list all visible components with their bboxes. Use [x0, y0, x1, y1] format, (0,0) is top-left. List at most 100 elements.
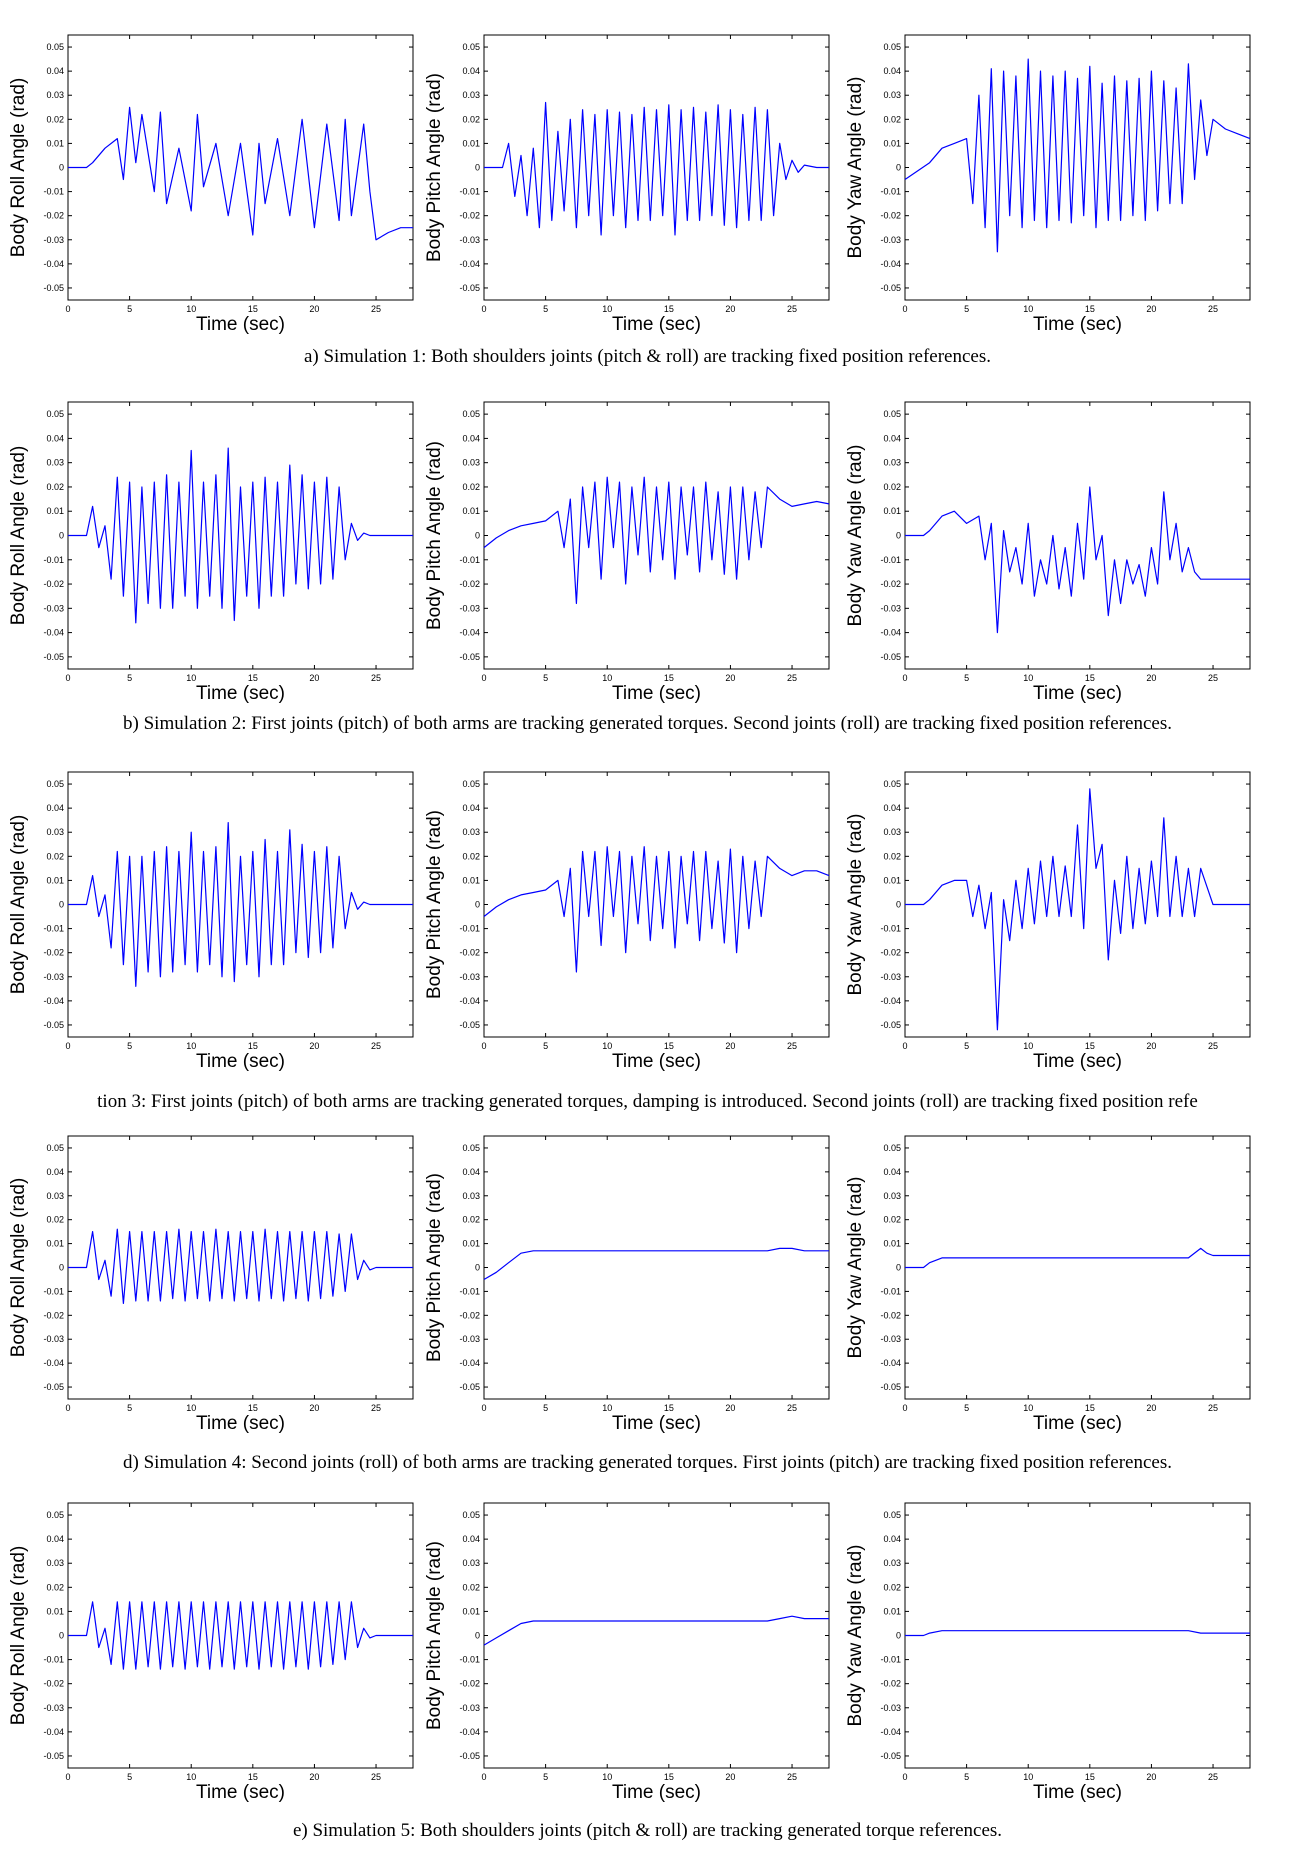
y-tick-label: 0.05 — [462, 1143, 480, 1153]
x-tick-label: 5 — [127, 673, 132, 683]
x-tick-label: 25 — [371, 673, 381, 683]
x-tick-label: 5 — [543, 673, 548, 683]
y-tick-label: 0.03 — [46, 827, 64, 837]
y-tick-label: 0.05 — [883, 1143, 901, 1153]
y-tick-label: -0.04 — [43, 996, 64, 1006]
plot-frame — [904, 1135, 1251, 1400]
y-tick-label: -0.02 — [459, 948, 480, 958]
y-axis-label: Body Pitch Angle (rad) — [424, 1541, 445, 1730]
x-tick-label: 5 — [964, 304, 969, 314]
y-tick-label: -0.02 — [459, 1679, 480, 1689]
y-tick-label: 0.03 — [46, 1558, 64, 1568]
x-tick-label: 0 — [481, 304, 486, 314]
y-tick-label: -0.03 — [880, 972, 901, 982]
x-tick-label: 15 — [664, 1041, 674, 1051]
y-tick-label: 0.03 — [46, 90, 64, 100]
y-tick-label: 0.04 — [883, 1167, 901, 1177]
y-tick-label: -0.03 — [43, 1334, 64, 1344]
series-line — [483, 476, 830, 605]
x-tick-label: 0 — [902, 673, 907, 683]
x-tick-label: 20 — [1146, 1772, 1156, 1782]
plot-frame — [483, 34, 830, 301]
series-line — [483, 1247, 829, 1281]
y-tick-label: 0.02 — [46, 1215, 64, 1225]
x-tick-label: 15 — [248, 673, 258, 683]
y-tick-label: -0.03 — [459, 1703, 480, 1713]
series-line — [905, 1630, 1250, 1637]
y-tick-label: 0.04 — [883, 1534, 901, 1544]
y-tick-label: -0.05 — [459, 1020, 480, 1030]
chart-c-roll: -0.05 -0.04 -0.03 -0.02 -0.01 0 0.01 0.02 0.03 0.… — [8, 771, 414, 1072]
y-tick-label: -0.03 — [459, 235, 480, 245]
y-tick-label: 0.05 — [46, 1510, 64, 1520]
y-tick-label: 0.01 — [462, 1606, 480, 1616]
y-tick-label: -0.02 — [880, 579, 901, 589]
y-tick-label: 0 — [896, 900, 901, 910]
y-tick-label: 0 — [896, 531, 901, 541]
y-tick-label: -0.03 — [880, 603, 901, 613]
y-axis-label: Body Yaw Angle (rad) — [845, 1176, 866, 1358]
y-tick-label: -0.05 — [43, 1751, 64, 1761]
y-tick-label: 0.04 — [46, 803, 64, 813]
y-axis-label: Body Yaw Angle (rad) — [845, 1544, 866, 1726]
chart-e-pitch: -0.05 -0.04 -0.03 -0.02 -0.01 0 0.01 0.02 0.03 0.… — [424, 1502, 830, 1803]
y-tick-label: 0.01 — [46, 1239, 64, 1249]
y-tick-label: 0.03 — [883, 90, 901, 100]
x-tick-label: 5 — [127, 1403, 132, 1413]
x-tick-label: 10 — [1023, 1772, 1033, 1782]
x-axis-label: Time (sec) — [1033, 1051, 1122, 1072]
x-tick-label: 10 — [602, 1772, 612, 1782]
chart-c-yaw: -0.05 -0.04 -0.03 -0.02 -0.01 0 0.01 0.02 0.03 0.… — [845, 771, 1251, 1072]
x-tick-label: 15 — [248, 1041, 258, 1051]
y-tick-label: -0.01 — [880, 924, 901, 934]
plot-frame — [904, 1502, 1251, 1769]
y-tick-label: -0.02 — [43, 948, 64, 958]
series-line — [68, 821, 413, 988]
y-tick-label: -0.05 — [459, 283, 480, 293]
y-tick-label: -0.01 — [880, 187, 901, 197]
y-tick-label: -0.04 — [459, 628, 480, 638]
y-tick-label: -0.04 — [43, 1358, 64, 1368]
y-axis-label: Body Roll Angle (rad) — [8, 815, 29, 995]
plot-frame — [483, 771, 830, 1038]
y-tick-label: 0.04 — [462, 66, 480, 76]
y-tick-label: -0.05 — [459, 652, 480, 662]
x-tick-label: 25 — [371, 1041, 381, 1051]
x-tick-label: 10 — [602, 1403, 612, 1413]
x-tick-label: 20 — [309, 673, 319, 683]
x-axis-label: Time (sec) — [612, 314, 701, 335]
y-tick-label: 0.02 — [46, 1582, 64, 1592]
y-tick-label: 0.04 — [46, 1167, 64, 1177]
y-tick-label: -0.02 — [43, 1679, 64, 1689]
x-axis-label: Time (sec) — [1033, 1413, 1122, 1434]
y-tick-label: -0.01 — [43, 187, 64, 197]
x-tick-label: 15 — [248, 304, 258, 314]
y-tick-label: -0.04 — [459, 996, 480, 1006]
y-tick-label: 0.02 — [46, 851, 64, 861]
y-tick-label: -0.01 — [459, 1655, 480, 1665]
x-axis-label: Time (sec) — [612, 1051, 701, 1072]
y-tick-label: -0.04 — [880, 996, 901, 1006]
y-tick-label: 0.05 — [462, 409, 480, 419]
y-tick-label: -0.05 — [880, 1020, 901, 1030]
y-tick-label: -0.01 — [43, 555, 64, 565]
y-tick-label: 0 — [896, 1631, 901, 1641]
x-tick-label: 0 — [902, 1041, 907, 1051]
x-tick-label: 0 — [481, 1403, 486, 1413]
plot-frame — [483, 1135, 830, 1400]
y-axis-label: Body Roll Angle (rad) — [8, 446, 29, 626]
y-tick-label: 0.05 — [883, 1510, 901, 1520]
x-tick-label: 20 — [1146, 304, 1156, 314]
x-tick-label: 0 — [65, 1772, 70, 1782]
y-tick-label: 0 — [59, 1631, 64, 1641]
y-tick-label: 0 — [475, 900, 480, 910]
x-axis-label: Time (sec) — [196, 1782, 285, 1803]
y-tick-label: 0.03 — [883, 1191, 901, 1201]
y-tick-label: 0.05 — [46, 42, 64, 52]
x-tick-label: 10 — [1023, 673, 1033, 683]
y-axis-label: Body Roll Angle (rad) — [8, 1546, 29, 1726]
x-tick-label: 0 — [65, 1041, 70, 1051]
y-tick-label: 0.03 — [462, 90, 480, 100]
y-axis-label: Body Roll Angle (rad) — [8, 1178, 29, 1358]
x-axis-label: Time (sec) — [196, 1413, 285, 1434]
